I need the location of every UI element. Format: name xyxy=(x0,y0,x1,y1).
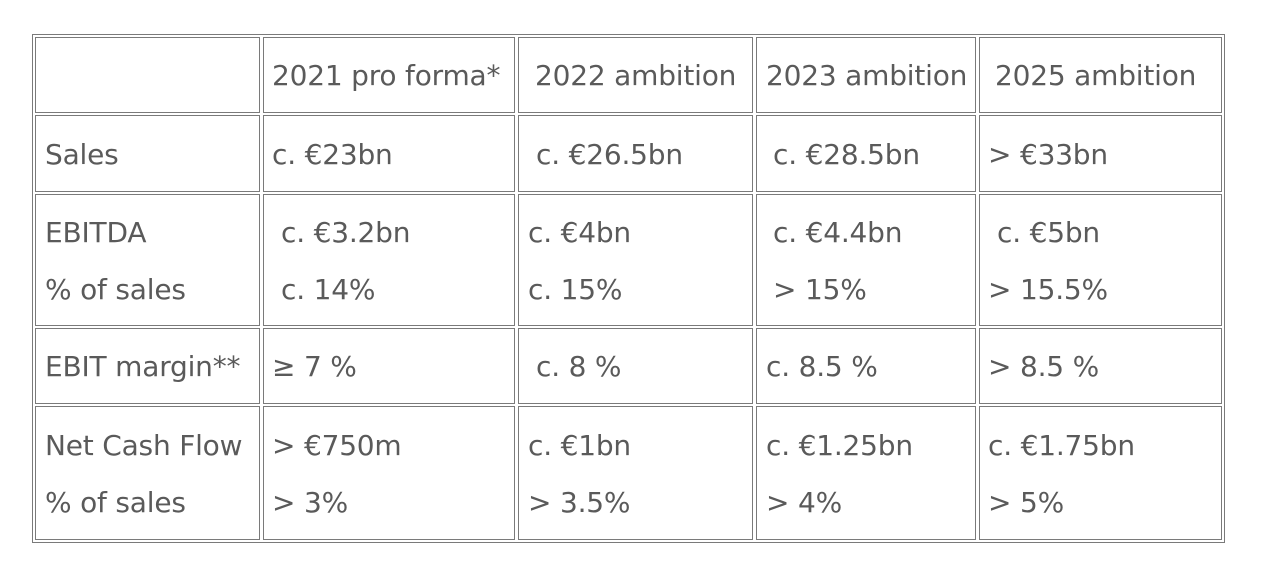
ncf-2025-value: c. €1.75bn xyxy=(988,429,1135,462)
ebitda-2025-value: c. €5bn xyxy=(997,216,1100,249)
ebitda-2025-margin: > 15.5% xyxy=(988,273,1108,306)
ncf-2025-cell: c. €1.75bn > 5% xyxy=(979,406,1222,540)
sales-2023-cell: c. €28.5bn xyxy=(756,115,976,192)
sales-2022-cell: c. €26.5bn xyxy=(518,115,753,192)
ncf-2023-value: c. €1.25bn xyxy=(766,429,913,462)
ebit-2023-value: c. 8.5 % xyxy=(766,350,878,383)
ebitda-2022-cell: c. €4bn c. 15% xyxy=(518,194,753,326)
ebitda-2022-margin: c. 15% xyxy=(528,273,623,306)
ebit-2025-cell: > 8.5 % xyxy=(979,328,1222,404)
ebitda-sublabel: % of sales xyxy=(45,273,186,306)
ncf-label-cell: Net Cash Flow % of sales xyxy=(35,406,260,540)
header-label-2025: 2025 ambition xyxy=(995,59,1197,92)
ebit-2023-cell: c. 8.5 % xyxy=(756,328,976,404)
ebitda-2023-value: c. €4.4bn xyxy=(773,216,903,249)
header-cell-2021: 2021 pro forma* xyxy=(263,37,515,113)
ebit-label: EBIT margin** xyxy=(45,350,241,383)
outlook-table xyxy=(32,34,1225,543)
header-cell-2022: 2022 ambition xyxy=(518,37,753,113)
sales-2021-cell: c. €23bn xyxy=(263,115,515,192)
header-cell-2023: 2023 ambition xyxy=(756,37,976,113)
ncf-2021-value: > €750m xyxy=(272,429,402,462)
sales-2025-value: > €33bn xyxy=(988,138,1108,171)
ncf-2023-cell: c. €1.25bn > 4% xyxy=(756,406,976,540)
ncf-sublabel: % of sales xyxy=(45,486,186,519)
ebitda-label-cell: EBITDA % of sales xyxy=(35,194,260,326)
ncf-2021-margin: > 3% xyxy=(272,486,348,519)
ebit-2022-value: c. 8 % xyxy=(536,350,622,383)
sales-2023-value: c. €28.5bn xyxy=(773,138,920,171)
ncf-2021-cell: > €750m > 3% xyxy=(263,406,515,540)
ncf-label: Net Cash Flow xyxy=(45,429,243,462)
sales-label: Sales xyxy=(45,138,119,171)
ebitda-label: EBITDA xyxy=(45,216,147,249)
header-cell-2025: 2025 ambition xyxy=(979,37,1222,113)
ebitda-2025-cell: c. €5bn > 15.5% xyxy=(979,194,1222,326)
ncf-2025-margin: > 5% xyxy=(988,486,1064,519)
ebit-label-cell: EBIT margin** xyxy=(35,328,260,404)
header-label-2023: 2023 ambition xyxy=(766,59,968,92)
header-label-2021: 2021 pro forma* xyxy=(272,59,501,92)
sales-2021-value: c. €23bn xyxy=(272,138,393,171)
ncf-2023-margin: > 4% xyxy=(766,486,842,519)
header-label-2022: 2022 ambition xyxy=(535,59,737,92)
ebitda-2023-margin: > 15% xyxy=(773,273,867,306)
ebitda-2021-value: c. €3.2bn xyxy=(281,216,411,249)
ebit-2021-value: ≥ 7 % xyxy=(272,350,357,383)
sales-2025-cell: > €33bn xyxy=(979,115,1222,192)
ncf-2022-cell: c. €1bn > 3.5% xyxy=(518,406,753,540)
ebit-2025-value: > 8.5 % xyxy=(988,350,1099,383)
ncf-2022-value: c. €1bn xyxy=(528,429,631,462)
ebitda-2021-margin: c. 14% xyxy=(281,273,376,306)
ebitda-2021-cell: c. €3.2bn c. 14% xyxy=(263,194,515,326)
sales-label-cell: Sales xyxy=(35,115,260,192)
header-corner-cell xyxy=(35,37,260,113)
ebitda-2023-cell: c. €4.4bn > 15% xyxy=(756,194,976,326)
ebit-2022-cell: c. 8 % xyxy=(518,328,753,404)
ncf-2022-margin: > 3.5% xyxy=(528,486,631,519)
ebit-2021-cell: ≥ 7 % xyxy=(263,328,515,404)
sales-2022-value: c. €26.5bn xyxy=(536,138,683,171)
ebitda-2022-value: c. €4bn xyxy=(528,216,631,249)
